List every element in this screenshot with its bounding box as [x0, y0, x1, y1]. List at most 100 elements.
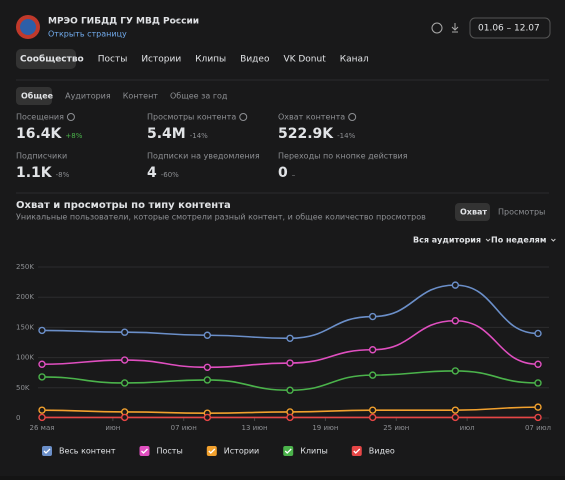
subtab-selected-bg — [16, 87, 52, 105]
point — [38, 326, 46, 335]
subtab[interactable]: Контент — [123, 92, 159, 101]
legend-label: Клипы — [300, 447, 328, 456]
avatar-inner — [20, 19, 36, 35]
stat-label: Подписки на уведомления — [147, 152, 260, 161]
point — [120, 328, 129, 336]
info-icon — [348, 113, 357, 121]
filter[interactable]: Вся аудитория — [413, 236, 481, 245]
tab[interactable]: Посты — [98, 55, 128, 65]
date-button[interactable] — [469, 17, 551, 39]
date-range: 01.06 – 12.07 — [478, 24, 540, 34]
point — [451, 413, 460, 422]
point — [120, 356, 129, 364]
point — [203, 376, 212, 384]
open-link[interactable]: Открыть страницу — [48, 30, 127, 39]
chart-subtitle: Уникальные пользователи, которые смотрел… — [16, 213, 426, 222]
stat-value: 522.9K — [278, 126, 334, 142]
stat-change: -14% — [190, 132, 208, 140]
info-icon — [239, 113, 248, 121]
info-icon — [66, 113, 75, 121]
stat-change: -8% — [56, 171, 70, 179]
point — [38, 373, 46, 381]
point — [203, 363, 212, 371]
tab[interactable]: Истории — [141, 55, 181, 65]
y-tick-label: 100K — [16, 354, 34, 362]
x-tick-label: 25 июн — [383, 424, 409, 432]
x-tick-label: 13 июн — [241, 424, 267, 432]
stat-value: 0 — [278, 165, 288, 181]
point — [368, 406, 377, 414]
stat-label: Переходы по кнопке действия — [278, 152, 408, 161]
point — [451, 281, 460, 289]
legend-checkbox[interactable] — [42, 446, 52, 456]
stat-label: Просмотры контента — [147, 113, 236, 122]
y-tick-label: 0 — [16, 414, 20, 422]
x-tick-label: 07 июн — [171, 424, 197, 432]
tab[interactable]: VK Donut — [283, 55, 326, 65]
community-title[interactable]: МРЭО ГИБДД ГУ МВД России — [48, 17, 199, 27]
point — [534, 379, 542, 387]
x-tick-label: июл — [460, 424, 475, 432]
legend-checkbox[interactable] — [206, 446, 217, 456]
toggle[interactable]: Охват — [460, 208, 487, 217]
legend-label: Весь контент — [59, 447, 116, 456]
legend-label: Истории — [224, 447, 259, 456]
chevron — [485, 238, 491, 242]
point — [203, 331, 212, 339]
filter[interactable]: По неделям — [491, 236, 546, 245]
point — [451, 406, 460, 414]
point — [368, 413, 377, 422]
check — [141, 448, 148, 454]
point — [534, 329, 542, 338]
legend-label: Посты — [157, 447, 183, 456]
point — [38, 406, 46, 414]
stat-change: +8% — [65, 132, 82, 140]
point — [368, 312, 377, 321]
chevron — [173, 18, 181, 23]
stat-value: 1.1K — [16, 165, 53, 181]
check — [353, 448, 361, 454]
stat-value: 16.4K — [16, 126, 63, 142]
download-icon[interactable] — [451, 23, 459, 33]
point — [38, 413, 46, 422]
point — [368, 346, 377, 354]
check — [43, 448, 51, 454]
y-tick-label: 50K — [16, 384, 30, 392]
stat-label: Охват контента — [278, 113, 345, 122]
point — [286, 386, 294, 394]
toggle-selected-bg — [455, 203, 490, 221]
legend-checkbox[interactable] — [283, 446, 294, 456]
subtab[interactable]: Общее за год — [170, 92, 228, 101]
chevron — [551, 238, 556, 242]
tab[interactable]: Канал — [340, 55, 369, 65]
check — [284, 448, 292, 454]
point — [120, 379, 129, 387]
point — [286, 413, 294, 422]
y-tick-label: 150K — [16, 323, 34, 331]
point — [368, 371, 377, 379]
subtab[interactable]: Общее — [21, 91, 54, 101]
x-tick-label: 26 мая — [30, 424, 55, 432]
stat-label: Посещения — [16, 113, 64, 122]
check — [208, 448, 216, 454]
tab[interactable]: Видео — [240, 55, 270, 65]
y-tick-label: 200K — [16, 293, 34, 301]
subtab[interactable]: Аудитория — [65, 92, 111, 101]
toggle[interactable]: Просмотры — [498, 208, 545, 217]
point — [38, 360, 46, 368]
legend-checkbox[interactable] — [351, 446, 362, 456]
point — [451, 317, 460, 325]
stat-change: -14% — [337, 132, 355, 140]
tab[interactable]: Сообщество — [20, 54, 84, 65]
stat-value: 5.4M — [147, 126, 186, 142]
legend-label: Видео — [369, 447, 395, 456]
legend-checkbox[interactable] — [139, 446, 150, 456]
help-icon[interactable] — [431, 22, 443, 34]
dynamic: Сообщество Посты Истории Клипы Видео VK Donut… — [16, 54, 556, 456]
stat-value: 4 — [147, 165, 157, 181]
point — [286, 359, 294, 367]
tab[interactable]: Клипы — [195, 55, 226, 65]
point — [451, 367, 460, 375]
